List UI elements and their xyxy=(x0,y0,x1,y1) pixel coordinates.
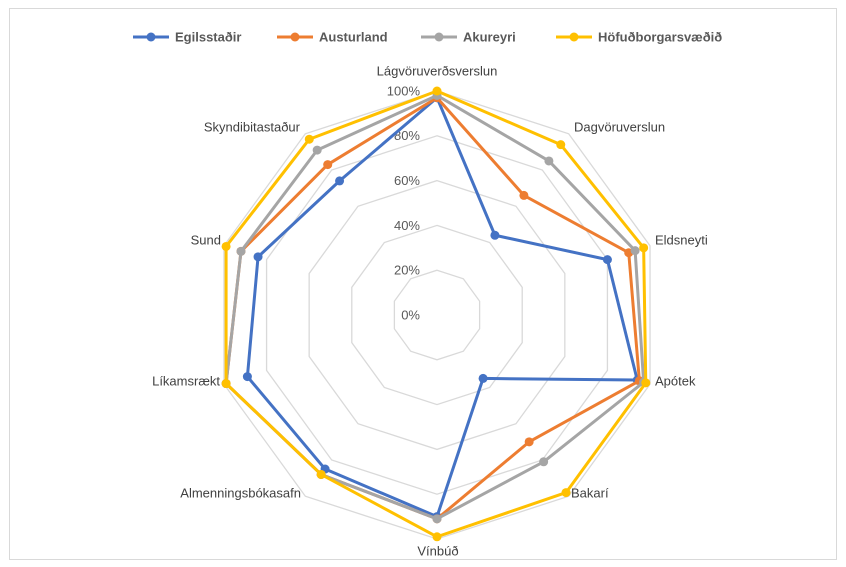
data-point xyxy=(221,379,231,389)
category-label: Eldsneyti xyxy=(655,232,708,247)
category-label: Skyndibitastaður xyxy=(204,119,301,134)
category-label: Almenningsbókasafn xyxy=(180,485,301,500)
legend: Egilsstaðir Austurland Akureyri Höfuðborgar… xyxy=(133,29,722,44)
category-label: Sund xyxy=(191,232,221,247)
category-label: Apótek xyxy=(655,373,696,388)
series-1 xyxy=(221,93,644,524)
grid-ring xyxy=(351,224,523,406)
legend-label: Egilsstaðir xyxy=(175,29,241,44)
grid-ring xyxy=(393,269,481,361)
legend-item: Austurland xyxy=(277,29,388,44)
category-label: Vínbúð xyxy=(417,543,458,558)
data-point xyxy=(561,488,571,498)
series-line xyxy=(224,96,641,521)
data-point xyxy=(432,86,442,96)
data-point xyxy=(323,160,333,170)
category-label: Dagvöruverslun xyxy=(574,119,665,134)
data-point xyxy=(335,176,345,186)
legend-marker xyxy=(146,32,156,42)
series-3 xyxy=(221,86,651,542)
series-layer xyxy=(221,86,651,542)
tick-label: 80% xyxy=(394,128,420,143)
data-point xyxy=(639,243,649,253)
tick-label: 0% xyxy=(401,307,420,322)
series-line xyxy=(224,89,648,539)
tick-label: 20% xyxy=(394,263,420,278)
tick-label: 40% xyxy=(394,218,420,233)
data-point xyxy=(432,514,442,524)
grid-ring xyxy=(308,179,566,451)
category-labels: Lágvöruverðsverslun Dagvöruverslun Eldsney… xyxy=(152,63,708,558)
data-point xyxy=(253,252,263,262)
data-point xyxy=(236,246,246,256)
data-point xyxy=(539,457,549,467)
grid-ring xyxy=(265,135,609,495)
data-point xyxy=(304,134,314,144)
tick-label: 100% xyxy=(387,83,421,98)
data-point xyxy=(556,140,566,150)
legend-marker xyxy=(569,32,579,42)
data-point xyxy=(630,246,640,256)
data-point xyxy=(316,469,326,479)
data-point xyxy=(242,372,252,382)
data-point xyxy=(524,437,534,447)
legend-label: Austurland xyxy=(319,29,388,44)
category-label: Bakarí xyxy=(571,485,609,500)
data-point xyxy=(312,145,322,155)
data-point xyxy=(602,255,612,265)
legend-marker xyxy=(290,32,300,42)
legend-label: Höfuðborgarsvæðið xyxy=(598,29,722,44)
series-line xyxy=(224,93,646,521)
legend-item: Egilsstaðir xyxy=(133,29,241,44)
data-point xyxy=(641,378,651,388)
data-point xyxy=(544,156,554,166)
data-point xyxy=(432,532,442,542)
legend-marker xyxy=(434,32,444,42)
data-point xyxy=(490,230,500,240)
category-label: Líkamsrækt xyxy=(152,373,220,388)
legend-item: Akureyri xyxy=(421,29,516,44)
chart-frame xyxy=(9,8,837,560)
radar-grid xyxy=(223,90,651,540)
legend-label: Akureyri xyxy=(463,29,516,44)
grid-ring xyxy=(223,90,651,540)
legend-item: Höfuðborgarsvæðið xyxy=(556,29,722,44)
data-point xyxy=(221,241,231,251)
data-point xyxy=(478,373,488,383)
series-line xyxy=(245,96,639,519)
radial-axis-ticks: 0% 20% 40% 60% 80% 100% xyxy=(387,83,421,322)
tick-label: 60% xyxy=(394,173,420,188)
data-point xyxy=(519,190,529,200)
category-label: Lágvöruverðsverslun xyxy=(377,63,498,78)
